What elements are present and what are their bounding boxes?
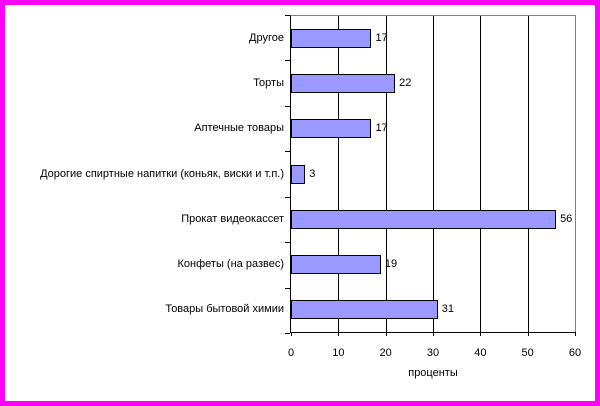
- value-label: 31: [441, 302, 454, 315]
- y-axis-tick: [285, 242, 290, 243]
- gridline: [433, 16, 434, 332]
- x-axis-tick: [338, 332, 340, 336]
- x-axis-tick: [433, 332, 434, 336]
- y-axis-tick: [285, 151, 290, 152]
- x-tick-label: 40: [474, 347, 487, 359]
- gridline: [480, 16, 482, 332]
- bar: [291, 74, 396, 94]
- bar: [291, 299, 438, 319]
- category-label: Дорогие спиртные напитки (коньяк, виски …: [40, 167, 284, 180]
- x-tick-label: 50: [521, 347, 534, 359]
- bar: [291, 164, 306, 184]
- gridline: [527, 16, 529, 332]
- value-label: 17: [375, 32, 388, 45]
- chart: проценты 0 10 20 30 40 50 60 17 Другое 22 Торты 17 А…: [5, 5, 595, 401]
- x-tick-label: 20: [379, 347, 392, 359]
- category-label: Конфеты (на развес): [177, 257, 284, 270]
- y-axis-tick: [285, 106, 290, 107]
- x-axis-tick: [385, 332, 387, 336]
- x-axis-title: проценты: [408, 367, 458, 379]
- x-tick-label: 30: [426, 347, 440, 359]
- y-axis-tick: [285, 197, 290, 198]
- gridline: [385, 16, 387, 332]
- x-tick-label: 10: [332, 347, 345, 359]
- value-label: 22: [399, 77, 412, 90]
- category-label: Прокат видеокассет: [181, 212, 284, 225]
- bar: [291, 209, 557, 229]
- value-label: 19: [384, 257, 398, 270]
- bar: [291, 29, 372, 49]
- value-label: 17: [375, 122, 388, 135]
- x-axis-tick: [527, 332, 529, 336]
- y-axis-tick: [285, 60, 290, 61]
- y-axis-tick: [285, 288, 290, 289]
- x-axis-tick: [575, 332, 576, 336]
- x-axis-tick: [291, 332, 292, 336]
- bar: [291, 119, 372, 139]
- category-label: Аптечные товары: [194, 122, 284, 135]
- y-axis-tick: [285, 333, 290, 334]
- x-axis-tick: [480, 332, 482, 336]
- x-tick-label: 0: [287, 347, 295, 359]
- category-label: Торты: [253, 77, 284, 90]
- bar: [291, 254, 381, 274]
- gridline: [338, 16, 340, 332]
- value-label: 56: [560, 212, 573, 225]
- category-label: Другое: [249, 32, 284, 45]
- value-label: 3: [309, 167, 316, 180]
- category-label: Товары бытовой химии: [165, 302, 284, 315]
- y-axis-tick: [285, 15, 290, 16]
- x-tick-label: 60: [568, 347, 582, 359]
